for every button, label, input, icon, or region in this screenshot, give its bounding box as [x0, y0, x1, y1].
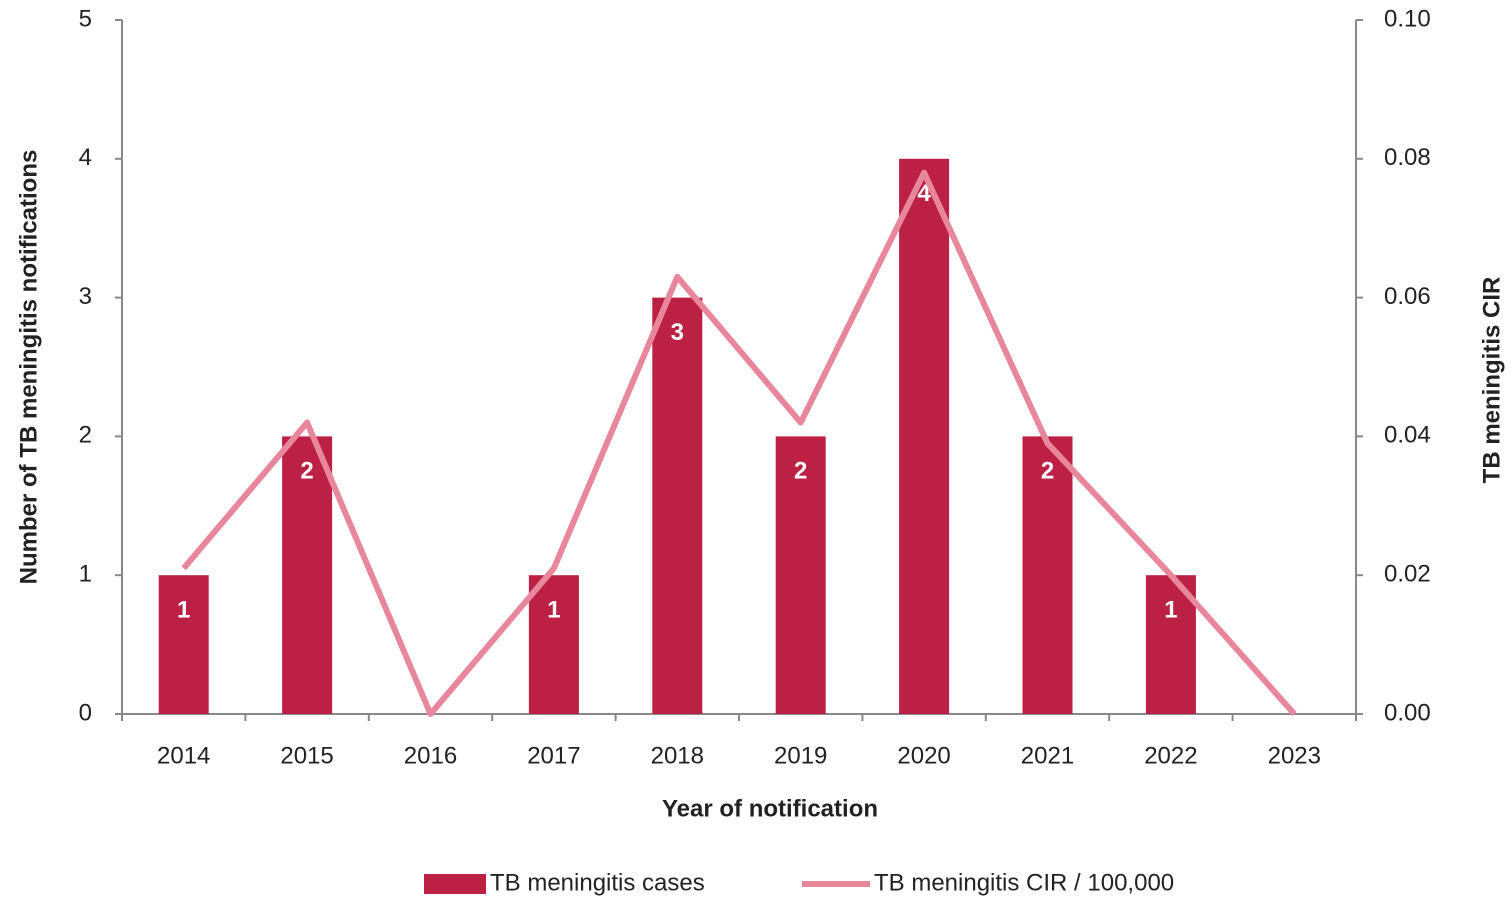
legend-label: TB meningitis CIR / 100,000	[874, 869, 1174, 896]
bar	[528, 575, 579, 714]
legend-label: TB meningitis cases	[490, 869, 705, 896]
y2-tick-label: 0.04	[1384, 422, 1431, 449]
x-tick-label: 2015	[280, 742, 333, 769]
y2-tick-label: 0.00	[1384, 699, 1431, 726]
x-tick-label: 2022	[1144, 742, 1197, 769]
y-tick-label: 5	[79, 5, 92, 32]
bar-value-label: 2	[1041, 458, 1054, 485]
bar	[775, 436, 826, 714]
line	[181, 169, 1297, 717]
bar	[282, 436, 333, 714]
legend-swatch	[424, 874, 486, 894]
bar	[158, 575, 209, 714]
x-axis-title: Year of notification	[662, 795, 878, 822]
y-tick-label: 0	[79, 699, 92, 726]
bar	[652, 297, 703, 714]
x-tick-label: 2020	[897, 742, 950, 769]
bar-value-label: 1	[1164, 597, 1177, 624]
y2-tick-label: 0.02	[1384, 561, 1431, 588]
y-axis-title: Number of TB meningitis notifications	[15, 150, 42, 585]
bar	[899, 158, 950, 715]
y-tick-label: 4	[79, 144, 92, 171]
x-tick-label: 2016	[404, 742, 457, 769]
bar-value-label: 2	[794, 458, 807, 485]
y2-tick-label: 0.10	[1384, 5, 1431, 32]
bar-value-label: 1	[177, 597, 190, 624]
x-tick-label: 2014	[157, 742, 210, 769]
x-tick-label: 2019	[774, 742, 827, 769]
bar	[1022, 436, 1073, 714]
x-tick-label: 2021	[1021, 742, 1074, 769]
bar-value-label: 3	[671, 319, 684, 346]
x-tick-label: 2023	[1268, 742, 1321, 769]
y-tick-label: 3	[79, 283, 92, 310]
y2-axis-title: TB meningitis CIR	[1478, 277, 1505, 484]
y-tick-label: 1	[79, 561, 92, 588]
y-tick-label: 2	[79, 422, 92, 449]
x-tick-label: 2018	[651, 742, 704, 769]
y2-tick-label: 0.06	[1384, 283, 1431, 310]
y2-tick-label: 0.08	[1384, 144, 1431, 171]
x-tick-label: 2017	[527, 742, 580, 769]
bar-value-label: 2	[300, 458, 313, 485]
bar-value-label: 1	[547, 597, 560, 624]
